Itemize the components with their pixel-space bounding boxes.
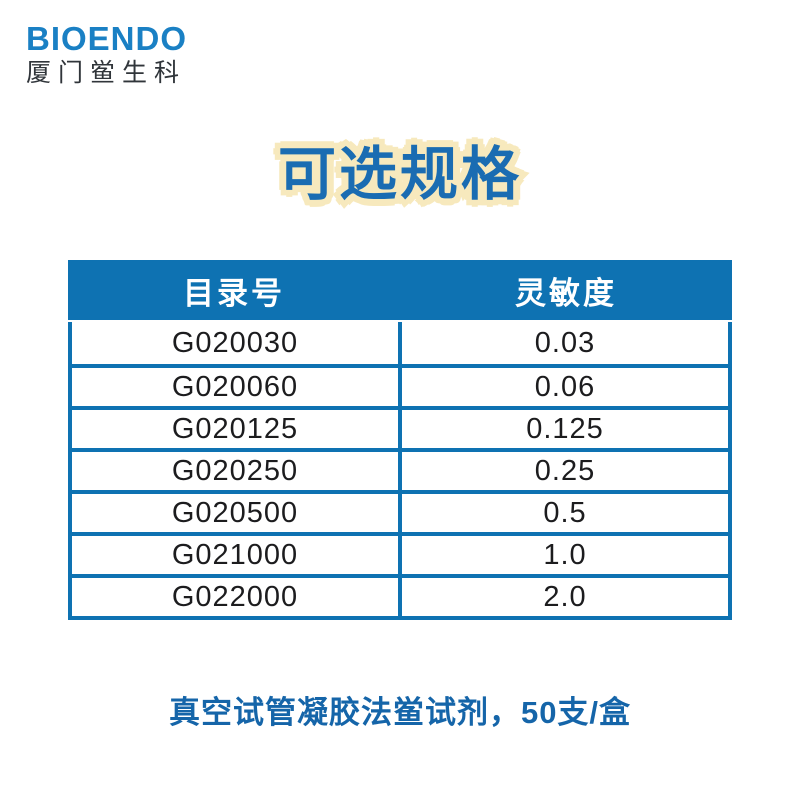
catalog-cell: G021000 [171,538,299,571]
catalog-cell: G020125 [171,412,299,445]
sensitivity-cell: 2.0 [398,578,728,616]
brand-logo-subtext: 厦门鲎生科 [26,59,187,87]
catalog-cell: G020060 [171,370,299,403]
sensitivity-cell: 0.25 [398,452,728,490]
table-row: G020030 0.03 [72,322,728,364]
table-row: G020250 0.25 [72,448,728,490]
sensitivity-cell: 1.0 [398,536,728,574]
spec-table-body: G020030 0.03 G020060 0.06 G020125 0.125 … [68,322,732,620]
brand-logo-text: BIOENDO [26,20,188,57]
catalog-cell: G022000 [171,580,299,613]
table-row: G020125 0.125 [72,406,728,448]
page-title-outline: 可选规格 [272,137,524,212]
catalog-cell: G020030 [171,326,299,359]
column-header-catalog: 目录号 [183,275,285,311]
sensitivity-cell: 0.06 [398,368,728,406]
brand-logo: BIOENDO 厦门鲎生科 [26,22,187,88]
product-caption: 真空试管凝胶法鲎试剂，50支/盒 [168,695,632,730]
sensitivity-cell: 0.125 [398,410,728,448]
table-row: G020060 0.06 [72,364,728,406]
sensitivity-cell: 0.03 [398,322,728,364]
page-title-text: 可选规格 [277,142,522,207]
catalog-cell: G020500 [171,496,299,529]
spec-table-header-row: 目录号 灵敏度 [68,260,732,320]
table-row: G021000 1.0 [72,532,728,574]
spec-table: 目录号 灵敏度 G020030 0.03 G020060 0.06 G02012… [68,260,732,620]
table-row: G022000 2.0 [72,574,728,616]
sensitivity-cell: 0.5 [398,494,728,532]
page-title: 可选规格 可选规格 [0,137,800,212]
column-header-sensitivity: 灵敏度 [515,275,617,311]
catalog-cell: G020250 [171,454,299,487]
table-row: G020500 0.5 [72,490,728,532]
